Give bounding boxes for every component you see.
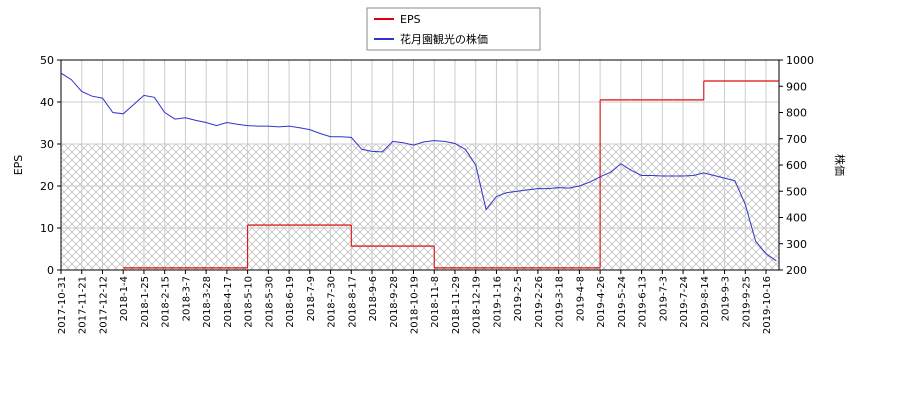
x-tick-label: 2017-12-12 bbox=[98, 276, 109, 334]
y-tick-label: 10 bbox=[40, 222, 54, 235]
y-tick-label: 50 bbox=[40, 54, 54, 67]
x-tick-label: 2019-6-13 bbox=[638, 276, 649, 328]
x-tick-label: 2018-11-8 bbox=[430, 276, 441, 328]
legend-label: 花月園観光の株価 bbox=[400, 32, 488, 46]
y2-tick-label: 300 bbox=[786, 238, 807, 251]
y2-tick-label: 200 bbox=[786, 264, 807, 277]
x-tick-label: 2019-3-18 bbox=[555, 276, 566, 328]
x-tick-label: 2019-9-3 bbox=[721, 276, 732, 321]
x-tick-label: 2019-7-3 bbox=[658, 276, 669, 321]
plot-frame bbox=[60, 59, 780, 271]
y2-tick-label: 400 bbox=[786, 212, 807, 225]
x-tick-label: 2019-8-14 bbox=[700, 276, 711, 328]
y-tick-label: 40 bbox=[40, 96, 54, 109]
y2-tick-label: 500 bbox=[786, 185, 807, 198]
x-tick-label: 2017-11-21 bbox=[78, 276, 89, 334]
x-tick-label: 2018-3-7 bbox=[181, 276, 192, 321]
x-tick-label: 2018-5-30 bbox=[264, 276, 275, 328]
x-tick-label: 2019-4-26 bbox=[596, 276, 607, 328]
y-tick-label: 20 bbox=[40, 180, 54, 193]
x-tick-label: 2019-1-16 bbox=[492, 276, 503, 328]
x-tick-label: 2019-7-24 bbox=[679, 276, 690, 328]
y2-tick-label: 700 bbox=[786, 133, 807, 146]
y2-tick-label: 800 bbox=[786, 107, 807, 120]
legend-label: EPS bbox=[400, 13, 421, 26]
x-tick-label: 2018-2-15 bbox=[161, 276, 172, 328]
x-tick-label: 2018-6-19 bbox=[285, 276, 296, 328]
x-tick-label: 2019-2-26 bbox=[534, 276, 545, 328]
x-tick-label: 2018-1-4 bbox=[119, 276, 130, 321]
x-tick-label: 2019-9-25 bbox=[741, 276, 752, 328]
y2-tick-label: 900 bbox=[786, 80, 807, 93]
x-tick-label: 2019-2-5 bbox=[513, 276, 524, 321]
y-tick-label: 30 bbox=[40, 138, 54, 151]
x-tick-label: 2019-4-8 bbox=[575, 276, 586, 321]
series-layer bbox=[61, 72, 779, 269]
x-tick-label: 2018-4-17 bbox=[223, 276, 234, 328]
x-tick-label: 2018-10-19 bbox=[410, 276, 421, 334]
price-line bbox=[61, 72, 777, 262]
x-tick-label: 2018-8-17 bbox=[347, 276, 358, 328]
x-tick-label: 2018-9-28 bbox=[389, 276, 400, 328]
x-tick-label: 2018-7-30 bbox=[327, 276, 338, 328]
x-tick-label: 2018-3-28 bbox=[202, 276, 213, 328]
y-axis-label: EPS bbox=[12, 155, 25, 176]
x-tick-label: 2019-5-24 bbox=[617, 276, 628, 328]
x-tick-label: 2018-5-10 bbox=[244, 276, 255, 328]
x-tick-label: 2017-10-31 bbox=[57, 276, 68, 334]
y2-tick-label: 1000 bbox=[786, 54, 814, 67]
x-tick-label: 2018-1-25 bbox=[140, 276, 151, 328]
y2-axis-label: 株価 bbox=[833, 154, 847, 176]
legend-box bbox=[366, 7, 541, 51]
y2-tick-label: 600 bbox=[786, 159, 807, 172]
x-tick-label: 2018-9-6 bbox=[368, 276, 379, 321]
x-tick-label: 2018-11-29 bbox=[451, 276, 462, 334]
y-tick-label: 0 bbox=[47, 264, 54, 277]
shaded-band bbox=[61, 144, 779, 270]
x-tick-label: 2018-7-9 bbox=[306, 276, 317, 321]
x-tick-label: 2019-10-16 bbox=[762, 276, 773, 334]
x-tick-label: 2018-12-19 bbox=[472, 276, 483, 334]
